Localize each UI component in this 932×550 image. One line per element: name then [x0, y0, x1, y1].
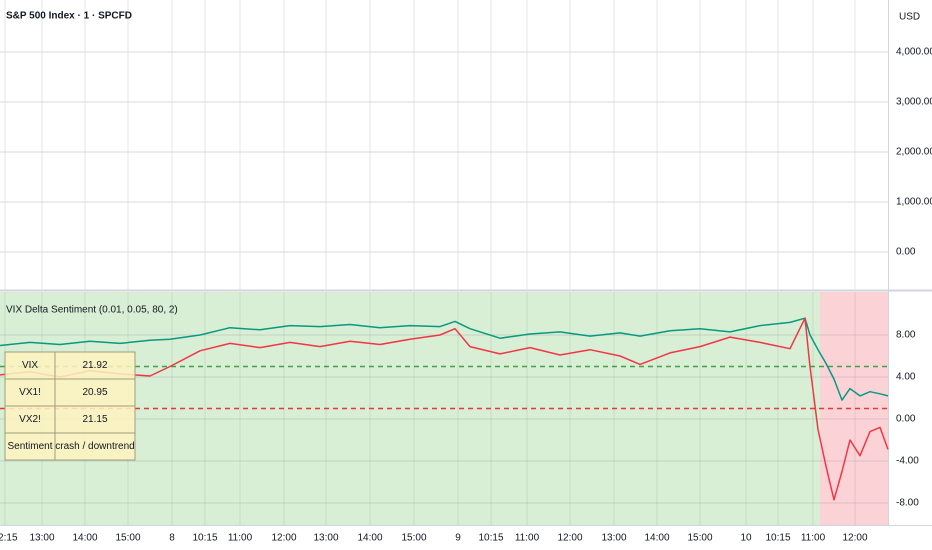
- indicator-line: [0, 317, 889, 501]
- y-tick-label: 0.00: [896, 247, 916, 258]
- x-tick-label: 11:00: [801, 533, 826, 544]
- y-tick-label: 8.00: [896, 330, 916, 341]
- x-tick-label: 15:00: [687, 533, 712, 544]
- marks-layer: [0, 317, 889, 501]
- table-cell: [54, 405, 136, 434]
- y-tick-label: 2,000.00: [896, 147, 932, 158]
- x-tick-label: 15:00: [401, 533, 426, 544]
- y-tick-label: 4,000.00: [896, 47, 932, 58]
- x-tick-label: 13:00: [29, 533, 54, 544]
- table-label: VX1!: [19, 387, 41, 398]
- table-value: 21.15: [82, 414, 107, 425]
- y-tick-label: 1,000.00: [896, 197, 932, 208]
- x-tick-label: 10: [740, 533, 752, 544]
- x-tick-label: 12:00: [557, 533, 582, 544]
- x-tick-label: 10:15: [192, 533, 217, 544]
- x-tick-label: 12:00: [842, 533, 867, 544]
- x-tick-label: 15:00: [115, 533, 140, 544]
- y-tick-label: 4.00: [896, 372, 916, 383]
- y-tick-label: -8.00: [896, 498, 919, 509]
- table-cell: [4, 432, 56, 461]
- chart-title: S&P 500 Index · 1 · SPCFD: [6, 11, 132, 22]
- y-tick-label: 0.00: [896, 414, 916, 425]
- text-layer: S&P 500 Index · 1 · SPCFD USD VIX Delta …: [0, 11, 932, 544]
- x-tick-label: 14:00: [72, 533, 97, 544]
- table-label: Sentiment: [7, 441, 52, 452]
- indicator-line: [0, 317, 889, 401]
- x-tick-label: 10:15: [765, 533, 790, 544]
- sentiment-table: VIX 21.92 VX1! 20.95 VX2! 21.15 Sentiment crash…: [4, 351, 136, 461]
- x-tick-label: 13:00: [313, 533, 338, 544]
- table-cell: [54, 378, 136, 407]
- grid-layer: [0, 0, 888, 525]
- x-tick-label: 13:00: [601, 533, 626, 544]
- x-tick-label: 10:15: [478, 533, 503, 544]
- table-cell: [4, 351, 56, 380]
- x-tick-label: 14:00: [357, 533, 382, 544]
- table-value: crash / downtrend: [55, 441, 135, 452]
- x-tick-label: 8: [169, 533, 175, 544]
- indicator-title: VIX Delta Sentiment (0.01, 0.05, 80, 2): [6, 305, 178, 316]
- table-label: VX2!: [19, 414, 41, 425]
- table-value: 20.95: [82, 387, 107, 398]
- y-tick-label: 3,000.00: [896, 97, 932, 108]
- x-tick-label: 11:00: [228, 533, 253, 544]
- x-tick-label: 14:00: [644, 533, 669, 544]
- x-tick-label: 12:15: [0, 533, 18, 544]
- x-tick-label: 12:00: [271, 533, 296, 544]
- x-tick-label: 9: [455, 533, 461, 544]
- table-cell: [4, 378, 56, 407]
- table-value: 21.92: [82, 360, 107, 371]
- x-tick-label: 11:00: [515, 533, 540, 544]
- table-cell: [54, 351, 136, 380]
- table-label: VIX: [22, 360, 38, 371]
- currency-label: USD: [899, 12, 920, 23]
- table-cell: [54, 432, 136, 461]
- y-tick-label: -4.00: [896, 456, 919, 467]
